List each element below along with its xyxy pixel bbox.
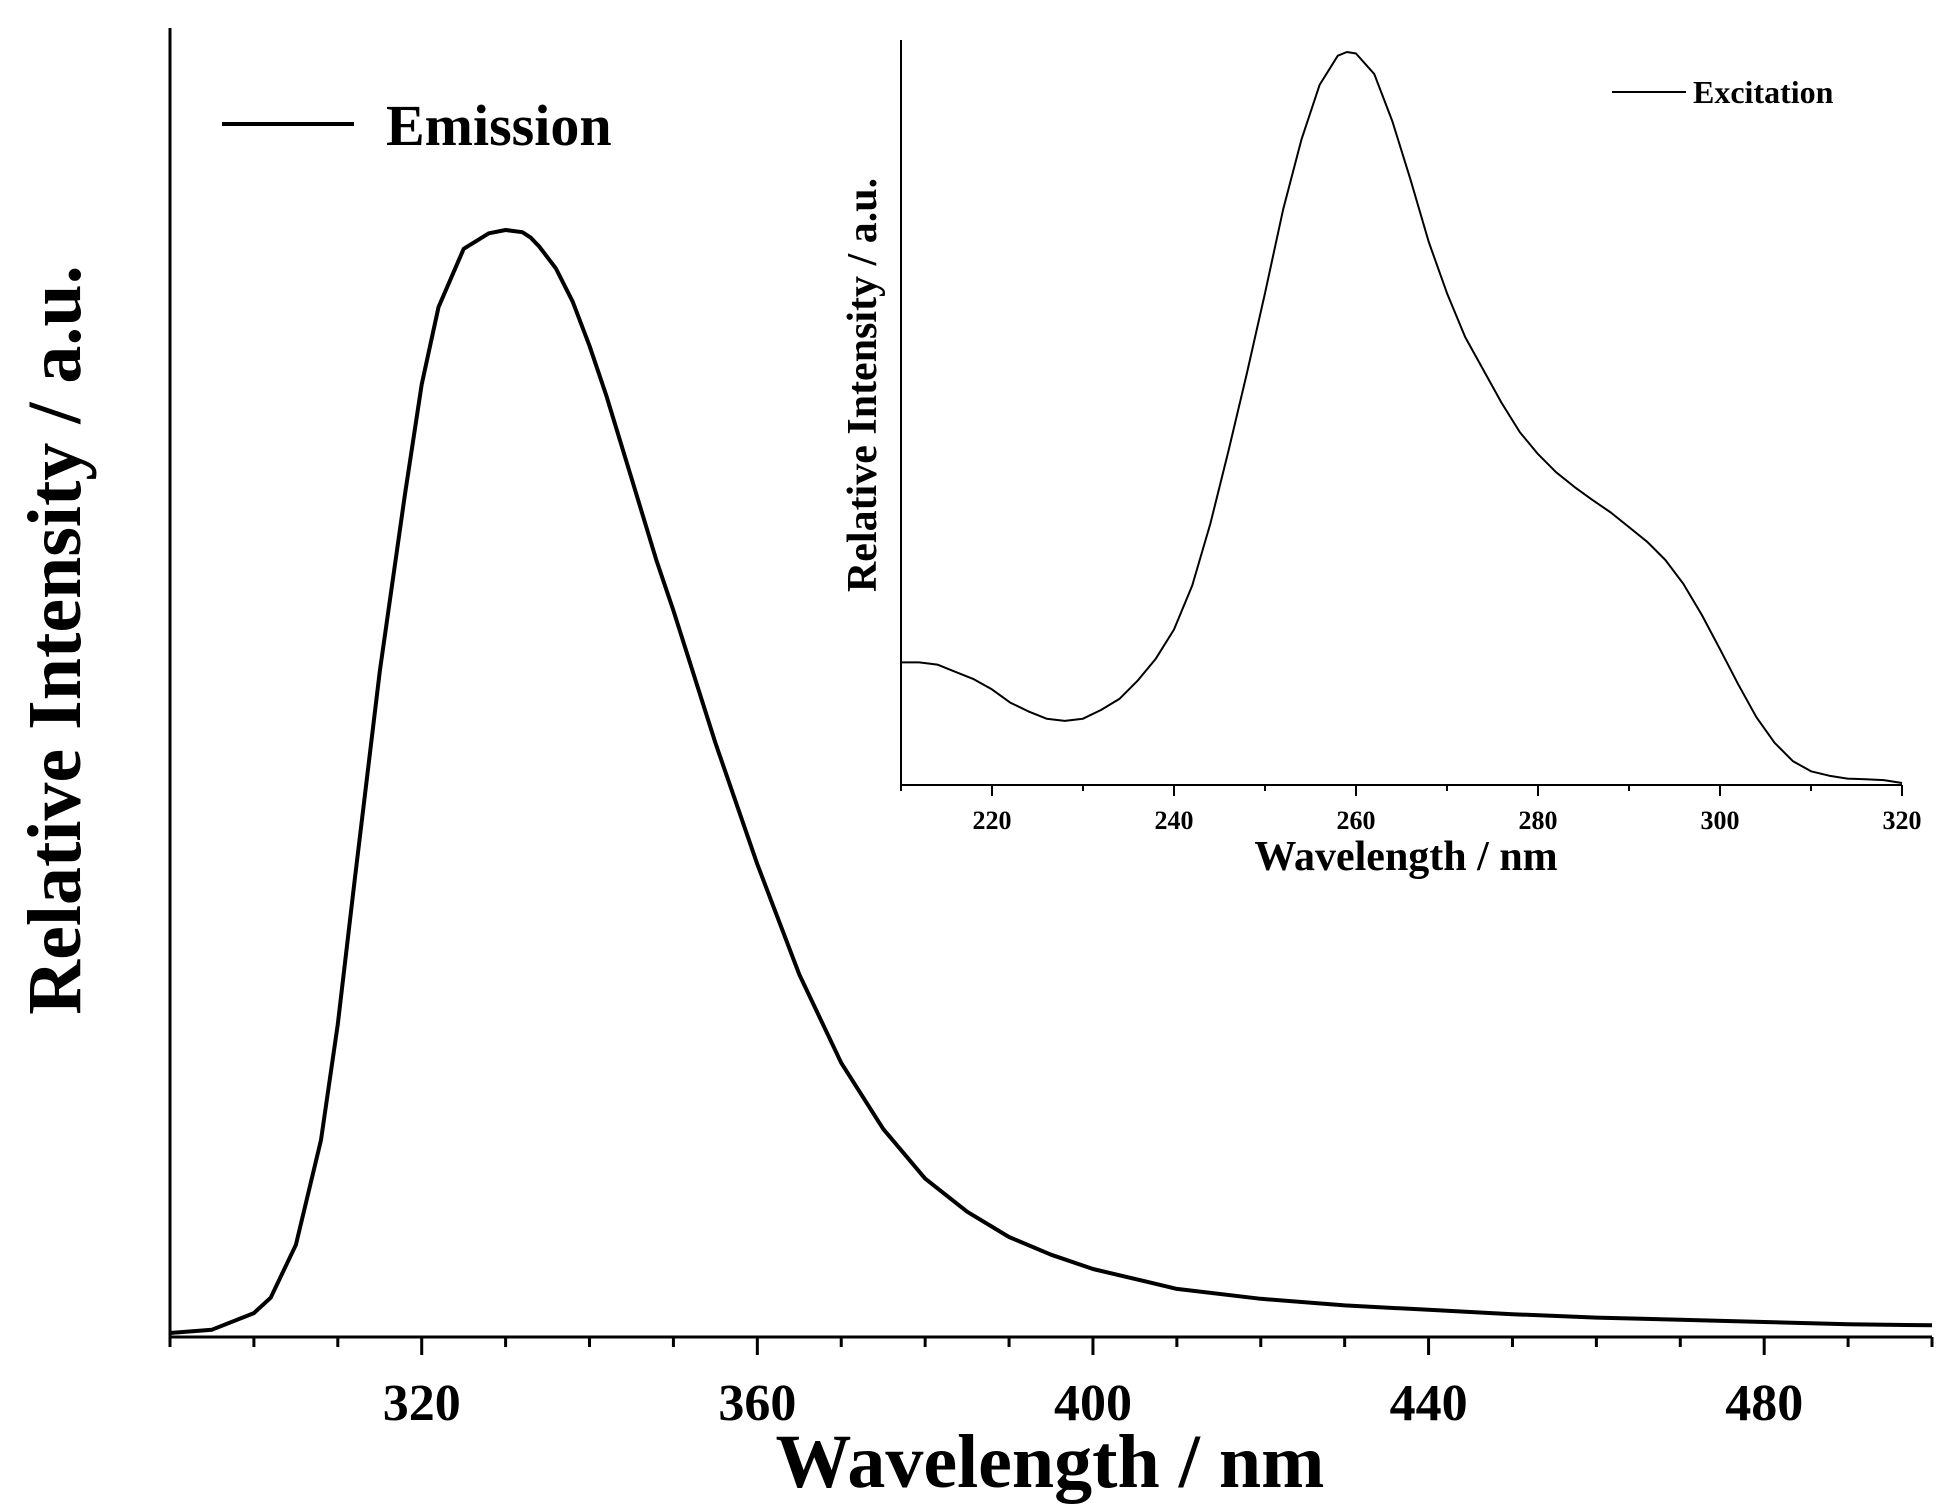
inset-tick-label: 280 — [1519, 806, 1558, 835]
inset-x-axis-label: Wavelength / nm — [1254, 834, 1557, 880]
main-tick-label: 480 — [1725, 1375, 1803, 1432]
inset-tick-label: 300 — [1701, 806, 1740, 835]
inset-tick-label: 320 — [1883, 806, 1922, 835]
inset-tick-label: 240 — [1155, 806, 1194, 835]
main-x-ticks — [168, 1337, 1934, 1355]
main-tick-label: 360 — [718, 1375, 796, 1432]
inset-x-ticks — [900, 785, 1903, 796]
inset-tick-label: 220 — [973, 806, 1012, 835]
main-tick-label: 400 — [1054, 1375, 1132, 1432]
main-tick-label: 320 — [383, 1375, 461, 1432]
excitation-series-line — [901, 51, 1903, 784]
excitation-legend-label: Excitation — [1693, 74, 1834, 110]
excitation-inset-plot: 220 240 260 280 300 320 Wavelength / nm Relat… — [840, 40, 1922, 880]
inset-y-axis-label: Relative Intensity / a.u. — [840, 178, 886, 592]
inset-tick-label: 260 — [1337, 806, 1376, 835]
main-x-axis-label: Wavelength / nm — [776, 1420, 1325, 1504]
emission-plot: 320 360 400 440 480 Wavelength / nm Relative… — [13, 28, 1934, 1504]
emission-series-line — [169, 228, 1933, 1335]
main-tick-label: 440 — [1390, 1375, 1468, 1432]
inset-x-tick-labels: 220 240 260 280 300 320 — [973, 806, 1922, 835]
main-y-axis-label: Relative Intensity / a.u. — [13, 265, 97, 1014]
main-x-tick-labels: 320 360 400 440 480 — [383, 1375, 1803, 1432]
emission-legend-label: Emission — [386, 93, 612, 158]
